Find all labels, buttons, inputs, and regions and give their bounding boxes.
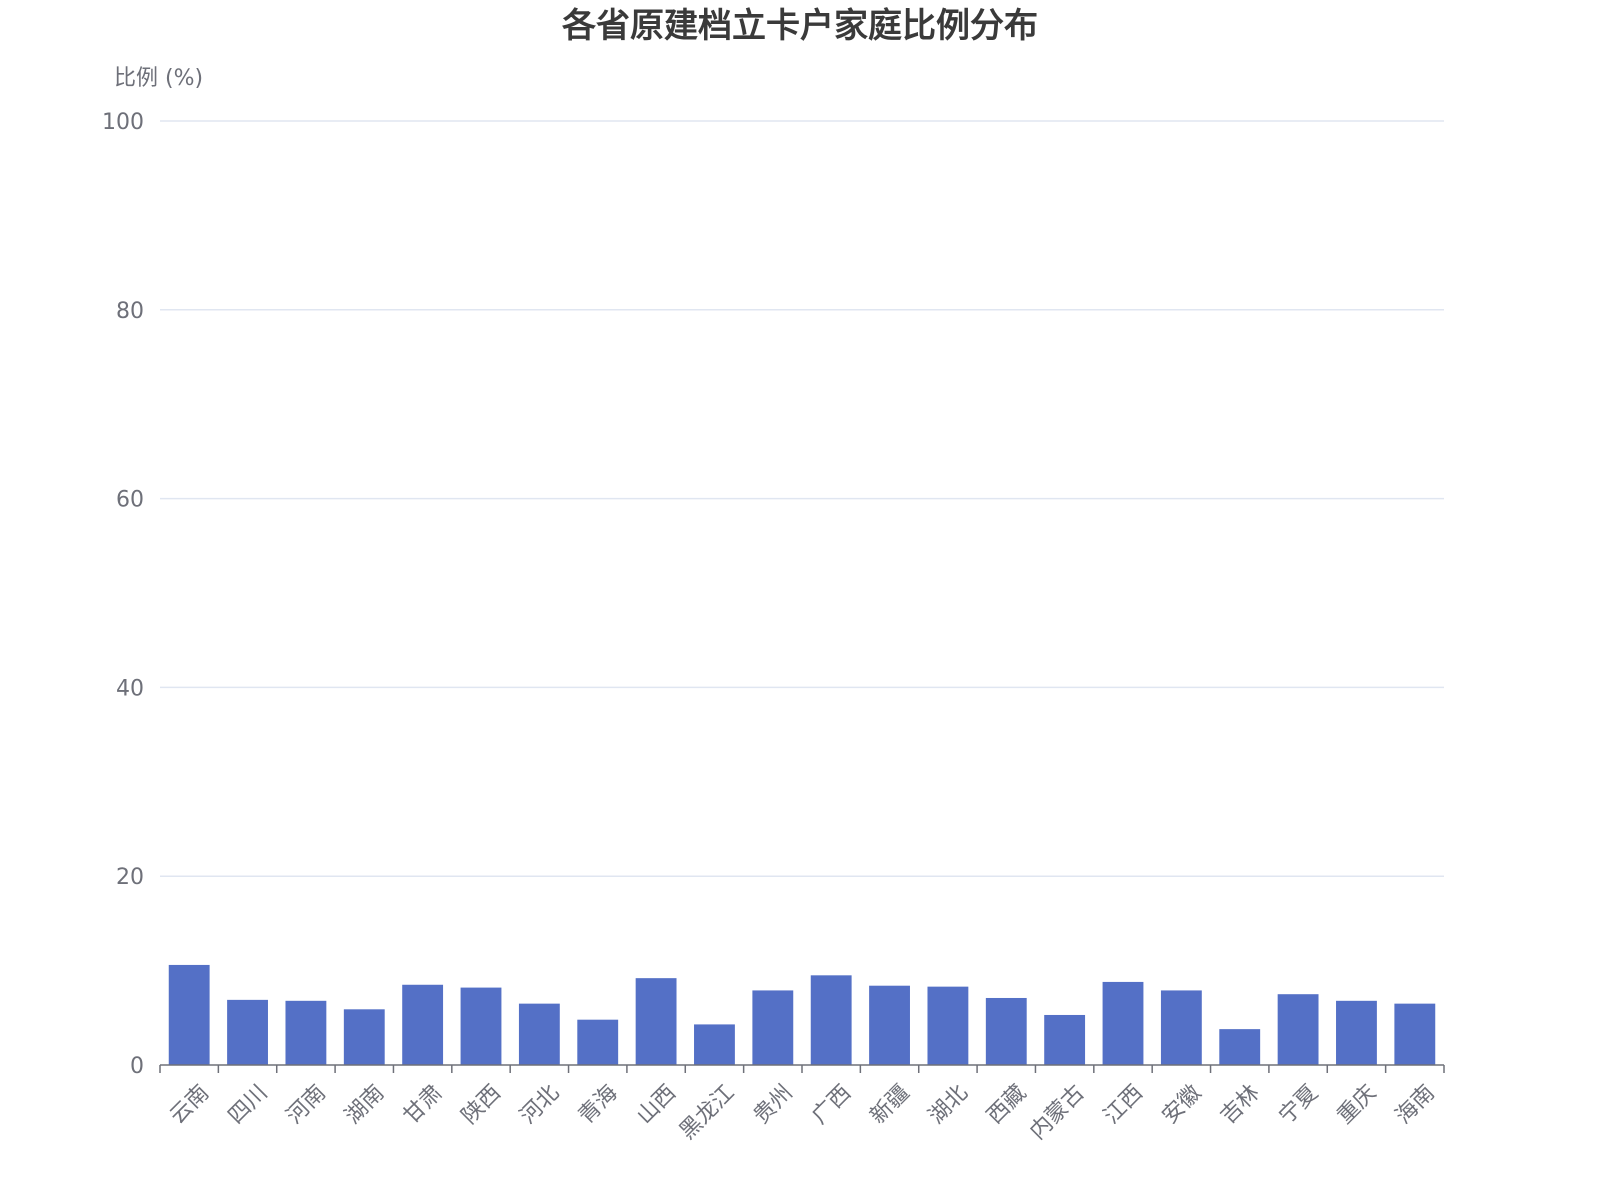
bar bbox=[168, 964, 210, 1065]
bar bbox=[869, 985, 910, 1065]
y-tick-label: 60 bbox=[116, 488, 144, 513]
bar bbox=[343, 1009, 385, 1065]
bar bbox=[285, 1000, 327, 1065]
y-tick-label: 100 bbox=[102, 110, 144, 135]
y-axis-label: 比例 (%) bbox=[114, 66, 203, 91]
x-tick-label: 西藏 bbox=[982, 1080, 1031, 1129]
bar bbox=[1160, 990, 1202, 1065]
x-tick-label: 四川 bbox=[224, 1080, 273, 1129]
x-tick-label: 吉林 bbox=[1216, 1080, 1265, 1129]
x-tick-label: 新疆 bbox=[866, 1080, 915, 1129]
x-tick-label: 湖北 bbox=[924, 1080, 973, 1129]
bars bbox=[168, 964, 1436, 1065]
bar bbox=[1102, 981, 1144, 1065]
bar bbox=[810, 975, 852, 1065]
chart-title: 各省原建档立卡户家庭比例分布 bbox=[562, 6, 1038, 46]
x-tick-label: 山西 bbox=[632, 1080, 681, 1129]
x-tick-label: 黑龙江 bbox=[675, 1080, 739, 1144]
x-tick-label: 青海 bbox=[574, 1080, 623, 1129]
x-tick-label: 甘肃 bbox=[399, 1080, 448, 1129]
bar bbox=[1394, 1003, 1436, 1065]
bar bbox=[635, 978, 677, 1065]
bar bbox=[227, 999, 268, 1065]
bar bbox=[402, 984, 444, 1065]
bar bbox=[1219, 1029, 1261, 1065]
x-tick-label: 河北 bbox=[516, 1080, 565, 1129]
bar bbox=[577, 1019, 619, 1065]
bar bbox=[1336, 1000, 1377, 1065]
x-tick-label: 云南 bbox=[165, 1080, 214, 1129]
x-tick-label: 河南 bbox=[282, 1080, 331, 1129]
bar bbox=[518, 1003, 560, 1065]
x-tick-label: 海南 bbox=[1391, 1080, 1440, 1129]
bar bbox=[1277, 994, 1319, 1065]
x-tick-label: 重庆 bbox=[1333, 1080, 1382, 1129]
y-tick-label: 40 bbox=[116, 676, 144, 701]
y-axis-ticks: 0 20 40 60 80 100 bbox=[102, 110, 144, 1079]
x-tick-label: 陕西 bbox=[457, 1080, 506, 1129]
bar bbox=[752, 990, 794, 1065]
x-tick-label: 贵州 bbox=[749, 1080, 798, 1129]
bar bbox=[1044, 1014, 1086, 1065]
bar bbox=[694, 1024, 735, 1065]
y-tick-label: 20 bbox=[116, 865, 144, 890]
x-tick-label: 江西 bbox=[1099, 1080, 1148, 1129]
x-tick-label: 内蒙古 bbox=[1025, 1080, 1089, 1144]
bar bbox=[985, 997, 1027, 1065]
grid-lines bbox=[160, 120, 1444, 877]
x-tick-label: 宁夏 bbox=[1274, 1080, 1323, 1129]
y-tick-label: 0 bbox=[130, 1054, 144, 1079]
x-axis bbox=[159, 1064, 1445, 1073]
x-tick-label: 广西 bbox=[807, 1080, 856, 1129]
x-tick-label: 安徽 bbox=[1158, 1080, 1207, 1129]
y-tick-label: 80 bbox=[116, 299, 144, 324]
bar bbox=[460, 987, 502, 1065]
x-tick-label: 湖南 bbox=[340, 1080, 389, 1129]
bar bbox=[927, 986, 969, 1065]
